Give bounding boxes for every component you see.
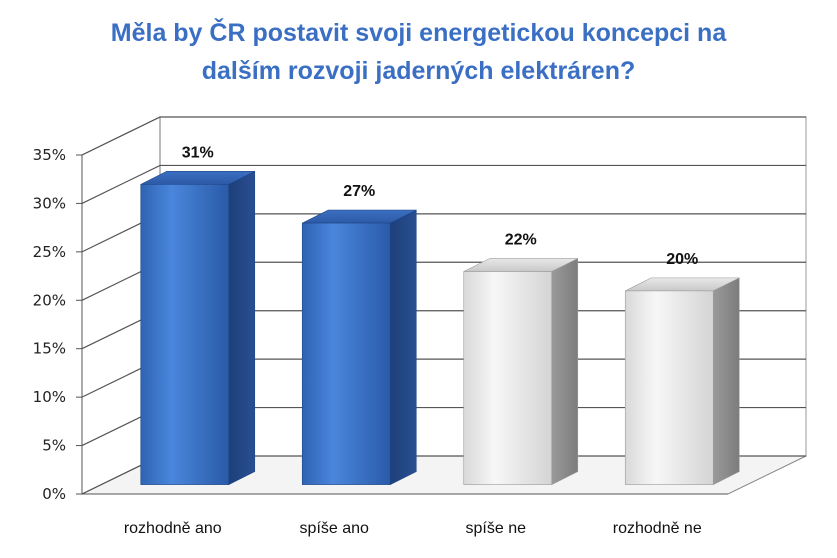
chart-title-line-1: Měla by ČR postavit svoji energetickou k…	[110, 19, 727, 47]
y-tick-label: 35%	[33, 146, 66, 164]
bar[interactable]	[624, 277, 740, 486]
bar-front[interactable]	[463, 271, 553, 485]
y-tick-label: 10%	[33, 388, 66, 406]
bar[interactable]	[140, 170, 256, 486]
bar[interactable]	[463, 258, 579, 486]
x-category-label: spíše ne	[466, 520, 527, 537]
x-category-label: rozhodně ne	[613, 520, 702, 537]
gridline	[81, 164, 806, 204]
bar-front[interactable]	[624, 290, 714, 485]
data-label: 20%	[666, 251, 698, 268]
bar-side[interactable]	[551, 258, 579, 486]
y-tick-label: 20%	[33, 291, 66, 309]
chart-title: Měla by ČR postavit svoji energetickou k…	[0, 14, 837, 90]
bar-front[interactable]	[140, 184, 230, 485]
y-tick-label: 0%	[42, 485, 66, 503]
bar-side[interactable]	[228, 170, 256, 486]
chart-title-line-2: dalším rozvoji jaderných elektráren?	[201, 57, 636, 85]
gridline	[81, 116, 806, 156]
data-label: 22%	[505, 232, 537, 249]
y-tick-label: 15%	[33, 340, 66, 358]
bar-side[interactable]	[712, 277, 740, 486]
x-category-label: spíše ano	[300, 520, 369, 537]
y-tick-label: 5%	[42, 437, 66, 455]
bar[interactable]	[301, 209, 417, 486]
y-tick-label: 25%	[33, 243, 66, 261]
bar-side[interactable]	[389, 209, 417, 486]
y-tick-label: 30%	[33, 194, 66, 212]
bar-front[interactable]	[301, 222, 391, 485]
x-category-label: rozhodně ano	[124, 520, 222, 537]
data-label: 27%	[343, 183, 375, 200]
data-label: 31%	[182, 144, 214, 161]
